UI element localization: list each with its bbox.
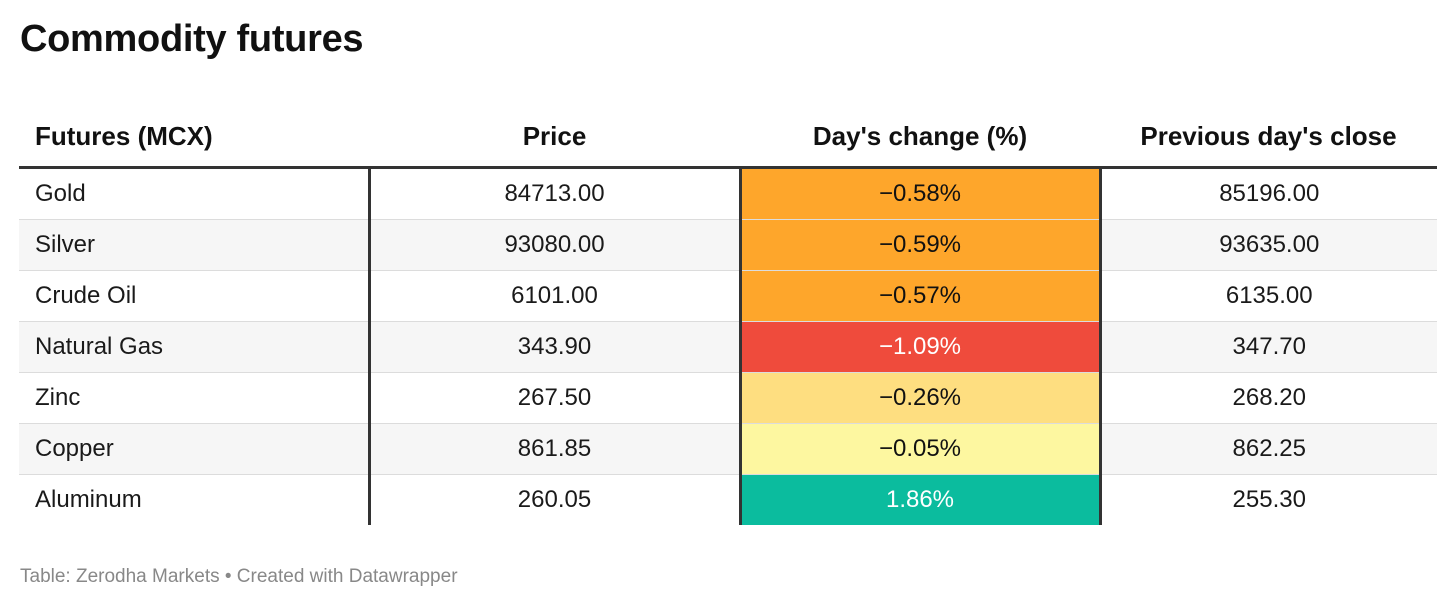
cell-price: 861.85	[369, 423, 742, 475]
cell-futures-name: Gold	[19, 167, 371, 220]
column-header-price[interactable]: Price	[369, 106, 740, 169]
table-body: Gold 84713.00 −0.58% 85196.00 Silver 93080.00…	[19, 167, 1437, 525]
cell-day-change: −0.05%	[740, 423, 1102, 475]
cell-day-change: −0.59%	[740, 219, 1102, 271]
cell-day-change: −0.26%	[740, 372, 1102, 424]
table-row: Natural Gas 343.90 −1.09% 347.70	[19, 321, 1437, 373]
cell-futures-name: Aluminum	[19, 474, 371, 525]
cell-price: 260.05	[369, 474, 742, 525]
cell-futures-name: Natural Gas	[19, 321, 371, 373]
cell-price: 267.50	[369, 372, 742, 424]
cell-day-change: −0.58%	[740, 167, 1102, 220]
cell-price: 6101.00	[369, 270, 742, 322]
table-row: Silver 93080.00 −0.59% 93635.00	[19, 219, 1437, 271]
table-row: Copper 861.85 −0.05% 862.25	[19, 423, 1437, 475]
header-row: Futures (MCX) Price Day's change (%) Pre…	[19, 106, 1437, 169]
table-row: Zinc 267.50 −0.26% 268.20	[19, 372, 1437, 424]
cell-day-change: −1.09%	[740, 321, 1102, 373]
commodity-table: Futures (MCX) Price Day's change (%) Pre…	[19, 106, 1437, 525]
cell-prev-close: 862.25	[1100, 423, 1437, 475]
cell-prev-close: 255.30	[1100, 474, 1437, 525]
table-header: Futures (MCX) Price Day's change (%) Pre…	[19, 106, 1437, 169]
cell-prev-close: 85196.00	[1100, 167, 1437, 220]
cell-price: 84713.00	[369, 167, 742, 220]
cell-prev-close: 6135.00	[1100, 270, 1437, 322]
cell-prev-close: 93635.00	[1100, 219, 1437, 271]
cell-futures-name: Zinc	[19, 372, 371, 424]
column-header-prev-close[interactable]: Previous day's close	[1100, 106, 1437, 169]
cell-prev-close: 268.20	[1100, 372, 1437, 424]
commodity-table-container: Futures (MCX) Price Day's change (%) Pre…	[19, 106, 1437, 525]
cell-futures-name: Silver	[19, 219, 371, 271]
column-header-futures[interactable]: Futures (MCX)	[19, 106, 369, 169]
cell-futures-name: Crude Oil	[19, 270, 371, 322]
cell-futures-name: Copper	[19, 423, 371, 475]
cell-day-change: −0.57%	[740, 270, 1102, 322]
cell-prev-close: 347.70	[1100, 321, 1437, 373]
table-row: Aluminum 260.05 1.86% 255.30	[19, 474, 1437, 525]
cell-day-change: 1.86%	[740, 474, 1102, 525]
chart-title: Commodity futures	[20, 18, 364, 60]
table-row: Crude Oil 6101.00 −0.57% 6135.00	[19, 270, 1437, 322]
source-footer: Table: Zerodha Markets • Created with Da…	[20, 566, 458, 587]
column-header-change[interactable]: Day's change (%)	[740, 106, 1100, 169]
cell-price: 93080.00	[369, 219, 742, 271]
table-row: Gold 84713.00 −0.58% 85196.00	[19, 167, 1437, 220]
cell-price: 343.90	[369, 321, 742, 373]
